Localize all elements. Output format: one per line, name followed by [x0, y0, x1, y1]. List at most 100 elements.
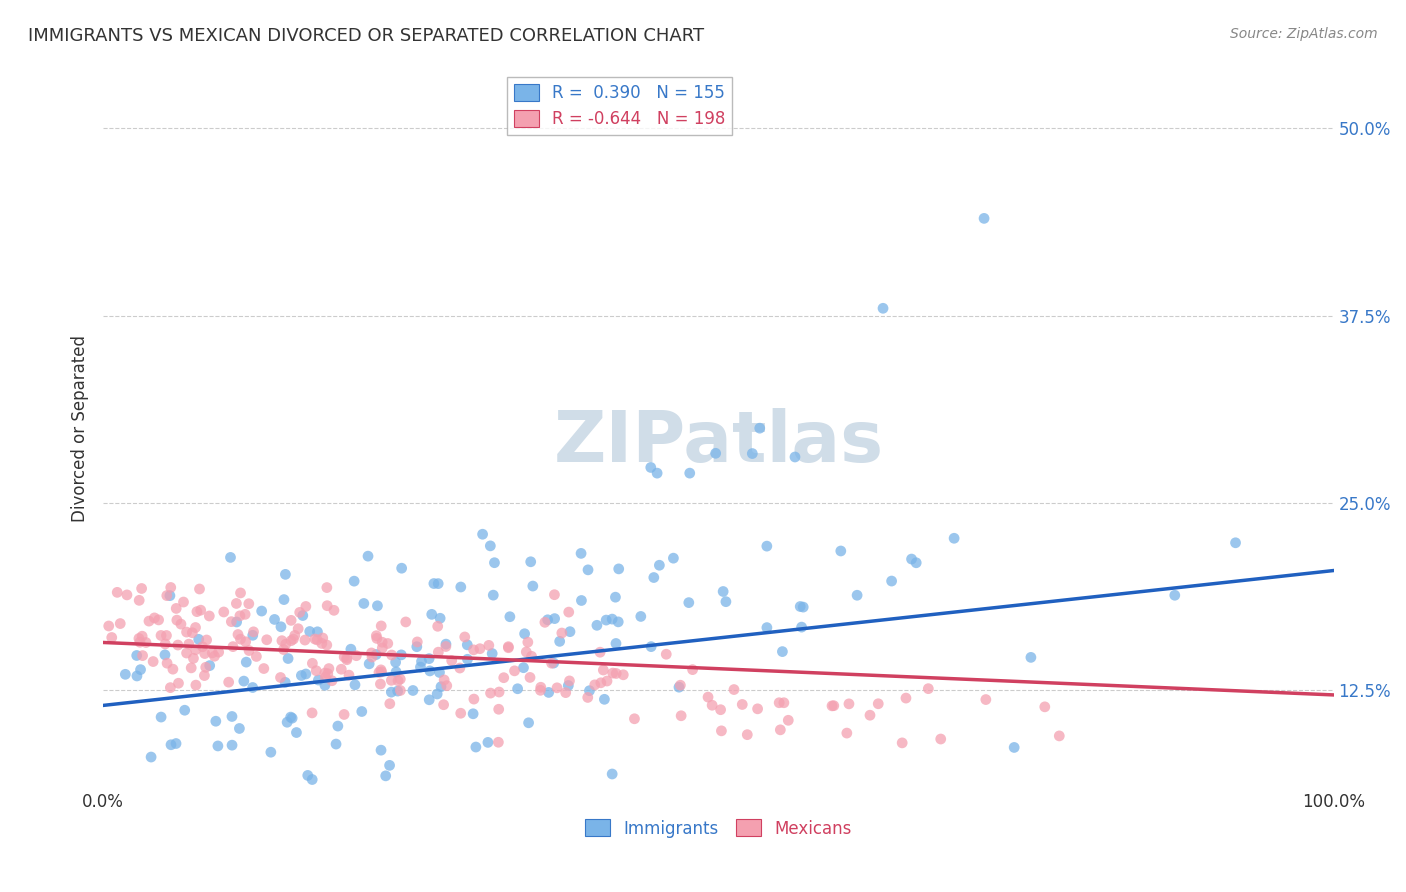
- Point: [221, 615, 243, 629]
- Point: [714, 595, 737, 609]
- Point: [426, 619, 449, 633]
- Point: [280, 710, 302, 724]
- Point: [449, 661, 471, 675]
- Point: [370, 743, 392, 757]
- Point: [558, 673, 581, 688]
- Point: [515, 645, 537, 659]
- Point: [295, 667, 318, 681]
- Point: [226, 627, 249, 641]
- Point: [655, 647, 678, 661]
- Point: [391, 561, 413, 575]
- Point: [529, 683, 551, 698]
- Point: [498, 640, 520, 654]
- Point: [463, 706, 485, 721]
- Point: [589, 675, 612, 690]
- Point: [370, 665, 392, 679]
- Point: [311, 636, 333, 650]
- Point: [232, 674, 254, 689]
- Point: [669, 708, 692, 723]
- Point: [406, 635, 429, 649]
- Point: [270, 620, 292, 634]
- Point: [307, 624, 329, 639]
- Point: [344, 648, 367, 663]
- Point: [605, 590, 627, 604]
- Point: [463, 643, 485, 657]
- Point: [506, 681, 529, 696]
- Point: [312, 631, 335, 645]
- Point: [402, 683, 425, 698]
- Point: [321, 673, 343, 688]
- Point: [166, 613, 188, 627]
- Point: [900, 552, 922, 566]
- Point: [139, 750, 162, 764]
- Point: [337, 668, 360, 682]
- Point: [769, 723, 792, 737]
- Point: [193, 668, 215, 682]
- Point: [333, 707, 356, 722]
- Point: [607, 615, 630, 629]
- Point: [645, 466, 668, 480]
- Point: [129, 635, 152, 649]
- Point: [301, 706, 323, 720]
- Point: [129, 663, 152, 677]
- Point: [543, 656, 565, 670]
- Point: [593, 692, 616, 706]
- Point: [333, 650, 356, 665]
- Point: [190, 603, 212, 617]
- Point: [128, 593, 150, 607]
- Point: [1047, 729, 1070, 743]
- Point: [735, 728, 758, 742]
- Point: [143, 611, 166, 625]
- Point: [374, 769, 396, 783]
- Point: [731, 698, 754, 712]
- Point: [592, 663, 614, 677]
- Point: [297, 768, 319, 782]
- Point: [371, 635, 394, 649]
- Point: [433, 698, 456, 712]
- Point: [894, 691, 917, 706]
- Point: [138, 614, 160, 628]
- Point: [477, 735, 499, 749]
- Point: [792, 600, 814, 615]
- Text: IMMIGRANTS VS MEXICAN DIVORCED OR SEPARATED CORRELATION CHART: IMMIGRANTS VS MEXICAN DIVORCED OR SEPARA…: [28, 27, 704, 45]
- Point: [128, 632, 150, 646]
- Y-axis label: Divorced or Separated: Divorced or Separated: [72, 334, 89, 522]
- Point: [468, 641, 491, 656]
- Point: [245, 649, 267, 664]
- Point: [167, 638, 190, 652]
- Point: [917, 681, 939, 696]
- Point: [221, 738, 243, 752]
- Point: [517, 715, 540, 730]
- Point: [315, 638, 337, 652]
- Point: [256, 632, 278, 647]
- Point: [607, 562, 630, 576]
- Point: [427, 576, 450, 591]
- Point: [208, 645, 231, 659]
- Point: [336, 653, 359, 667]
- Point: [630, 609, 652, 624]
- Point: [242, 624, 264, 639]
- Point: [305, 664, 328, 678]
- Point: [177, 637, 200, 651]
- Point: [682, 663, 704, 677]
- Point: [225, 615, 247, 629]
- Point: [534, 615, 557, 630]
- Point: [519, 555, 541, 569]
- Point: [283, 632, 305, 647]
- Point: [498, 640, 520, 655]
- Point: [221, 709, 243, 723]
- Point: [201, 646, 224, 660]
- Point: [114, 667, 136, 681]
- Point: [1002, 740, 1025, 755]
- Point: [366, 629, 388, 643]
- Point: [557, 679, 579, 693]
- Point: [173, 595, 195, 609]
- Point: [176, 646, 198, 660]
- Point: [479, 686, 502, 700]
- Point: [187, 632, 209, 647]
- Point: [207, 739, 229, 753]
- Point: [427, 645, 450, 659]
- Point: [823, 698, 845, 713]
- Point: [159, 581, 181, 595]
- Point: [125, 669, 148, 683]
